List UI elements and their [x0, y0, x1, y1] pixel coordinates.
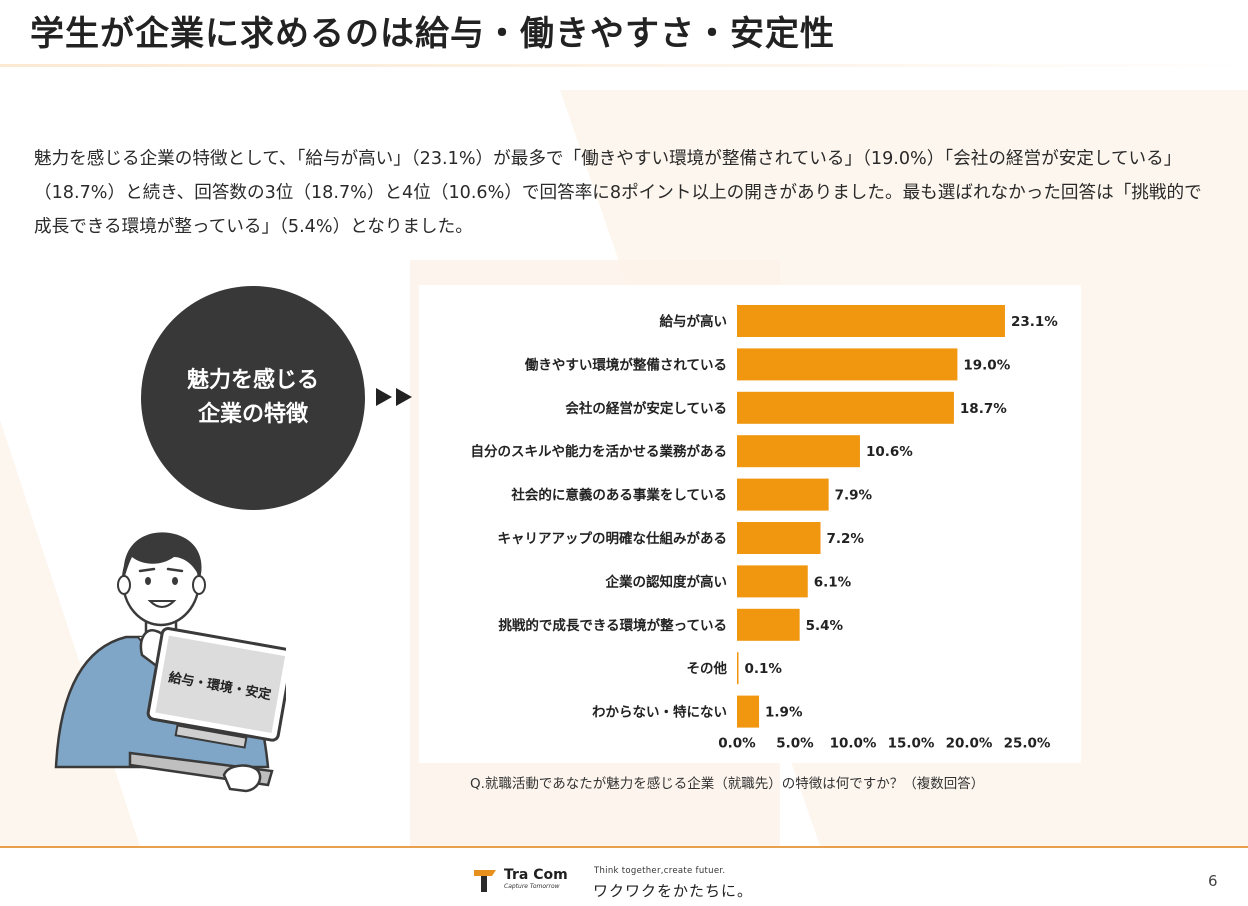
bar — [737, 522, 821, 554]
value-label: 23.1% — [1011, 314, 1058, 330]
person-with-laptop-illustration: 給与・環境・安定 — [54, 532, 286, 793]
chart-panel: 給与が高い 23.1% 働きやすい環境が整備されている 19.0% 会社の経営が安定して… — [419, 285, 1081, 763]
category-label: 挑戦的で成長できる環境が整っている — [498, 617, 727, 634]
value-label: 7.2% — [827, 531, 865, 547]
value-label: 0.1% — [745, 661, 783, 677]
tagline-japanese: ワクワクをかたちに。 — [593, 882, 754, 900]
category-label: キャリアアップの明確な仕組みがある — [498, 530, 728, 547]
category-label: 働きやすい環境が整備されている — [524, 356, 727, 373]
page-title: 学生が企業に求めるのは給与・働きやすさ・安定性 — [30, 14, 835, 54]
bar — [737, 565, 808, 598]
bar-chart: 給与が高い 23.1% 働きやすい環境が整備されている 19.0% 会社の経営が安定して… — [471, 305, 1058, 752]
bar — [737, 652, 739, 685]
category-label: 給与が高い — [660, 313, 728, 330]
value-label: 10.6% — [866, 444, 913, 460]
value-label: 6.1% — [814, 574, 852, 590]
bar — [737, 478, 829, 511]
category-label: 会社の経営が安定している — [565, 400, 727, 417]
survey-question: Q.就職活動であなたが魅力を感じる企業（就職先）の特徴は何ですか？（複数回答） — [470, 776, 985, 792]
x-tick-label: 20.0% — [946, 736, 993, 752]
value-label: 5.4% — [806, 618, 844, 634]
badge-line-2: 企業の特徴 — [197, 402, 308, 427]
x-tick-label: 25.0% — [1004, 736, 1051, 752]
summary-paragraph: 魅力を感じる企業の特徴として、「給与が高い」（23.1%）が最多で「働きやすい環… — [34, 149, 1202, 237]
topic-badge: 魅力を感じる 企業の特徴 — [141, 286, 365, 510]
bar — [737, 695, 760, 728]
x-tick-label: 15.0% — [888, 736, 935, 752]
page-number: 6 — [1208, 872, 1218, 890]
category-label: その他 — [687, 660, 728, 677]
x-tick-label: 10.0% — [830, 736, 877, 752]
bar — [737, 391, 954, 424]
badge-line-1: 魅力を感じる — [186, 368, 319, 393]
footer-rule — [0, 846, 1248, 848]
value-label: 1.9% — [765, 705, 803, 721]
tagline-english: Think together,create futuer. — [594, 866, 726, 876]
x-tick-label: 0.0% — [718, 736, 756, 752]
logo-name: Tra Com — [504, 867, 568, 883]
bar — [737, 348, 958, 381]
value-label: 19.0% — [963, 357, 1010, 373]
category-label: 企業の認知度が高い — [605, 573, 728, 590]
double-arrow-icon — [376, 388, 412, 406]
value-label: 7.9% — [835, 488, 873, 504]
tracom-logo-icon — [474, 870, 496, 892]
category-label: わからない・特にない — [592, 704, 727, 721]
title-underline — [0, 64, 1248, 67]
company-logo: Tra Com Capture Tomorrow — [472, 867, 568, 893]
bar — [737, 608, 800, 641]
x-tick-label: 5.0% — [776, 736, 814, 752]
logo-tagline: Capture Tomorrow — [504, 883, 560, 890]
category-label: 社会的に意義のある事業をしている — [510, 487, 727, 504]
category-label: 自分のスキルや能力を活かせる業務がある — [471, 443, 728, 460]
bar — [737, 305, 1005, 337]
value-label: 18.7% — [960, 401, 1007, 417]
bar — [737, 435, 860, 468]
